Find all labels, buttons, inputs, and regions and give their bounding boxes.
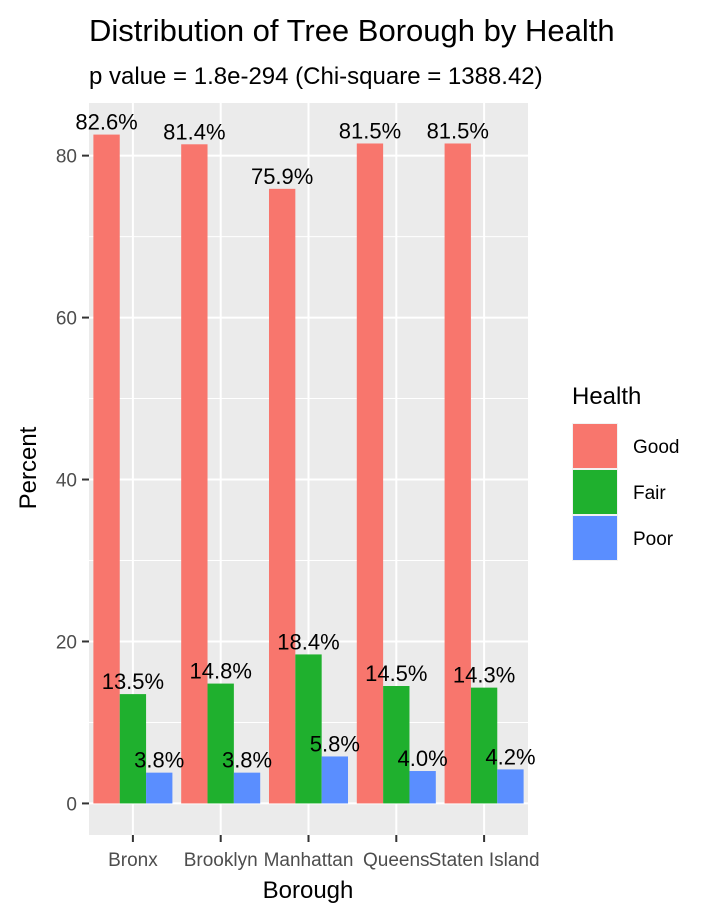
bar-value-label: 4.2% — [485, 744, 535, 769]
bar-poor — [409, 771, 436, 804]
x-axis-title: Borough — [263, 877, 354, 904]
x-tick-label: Brooklyn — [184, 850, 258, 871]
legend-label: Fair — [633, 483, 666, 504]
bar-poor — [233, 772, 261, 804]
bar-value-label: 3.8% — [222, 748, 272, 773]
bar-good — [444, 143, 471, 804]
bar-fair — [383, 686, 410, 804]
bar-value-label: 81.5% — [339, 118, 401, 143]
bar-value-label: 14.3% — [453, 663, 515, 688]
bar-value-label: 81.5% — [427, 118, 489, 143]
bar-value-label: 82.6% — [75, 110, 137, 135]
y-tick-label: 80 — [56, 147, 77, 168]
x-tick-label: Staten Island — [429, 850, 540, 871]
bar-poor — [497, 769, 524, 804]
legend-label: Good — [633, 437, 679, 458]
bar-value-label: 14.8% — [190, 659, 252, 684]
bars — [93, 134, 524, 804]
bar-value-label: 13.5% — [102, 669, 164, 694]
chart-subtitle: p value = 1.8e-294 (Chi-square = 1388.42… — [89, 63, 543, 90]
y-tick-label: 40 — [56, 471, 77, 492]
legend-swatch — [573, 424, 617, 468]
bar-value-label: 3.8% — [134, 748, 184, 773]
axes: 0 20 40 60 80 Bronx Brooklyn Manhattan Queens Sta… — [56, 147, 540, 871]
y-tick-label: 20 — [56, 632, 77, 653]
bar-value-label: 4.0% — [398, 746, 448, 771]
bar-fair — [207, 683, 234, 804]
bar-good — [268, 188, 296, 804]
bar-good — [93, 134, 120, 804]
bar-poor — [321, 756, 349, 804]
legend-label: Poor — [633, 529, 674, 550]
legend-title: Health — [572, 383, 641, 410]
bar-good — [356, 143, 384, 804]
bar-poor — [146, 772, 173, 804]
x-tick-label: Manhattan — [264, 850, 354, 871]
bar-value-label: 5.8% — [310, 731, 360, 756]
data-labels: 82.6% 81.4% 75.9% 81.5% 81.5% 13.5% 14.8% 18.4%… — [75, 110, 535, 773]
legend-swatch — [573, 470, 617, 514]
y-tick-label: 0 — [66, 794, 77, 815]
legend: Health Good Fair Poor — [572, 383, 679, 561]
bar-fair — [295, 654, 322, 804]
bar-value-label: 14.5% — [365, 661, 427, 686]
legend-swatch — [573, 516, 617, 560]
chart-title: Distribution of Tree Borough by Health — [89, 13, 615, 48]
bar-value-label: 18.4% — [277, 629, 339, 654]
bar-good — [181, 144, 208, 804]
y-axis-title: Percent — [15, 426, 42, 509]
x-tick-label: Bronx — [108, 850, 158, 871]
bar-value-label: 75.9% — [251, 164, 313, 189]
y-tick-label: 60 — [56, 309, 77, 330]
bar-fair — [470, 687, 498, 804]
bar-value-label: 81.4% — [163, 119, 225, 144]
x-tick-label: Queens — [363, 850, 430, 871]
bar-fair — [119, 694, 147, 804]
